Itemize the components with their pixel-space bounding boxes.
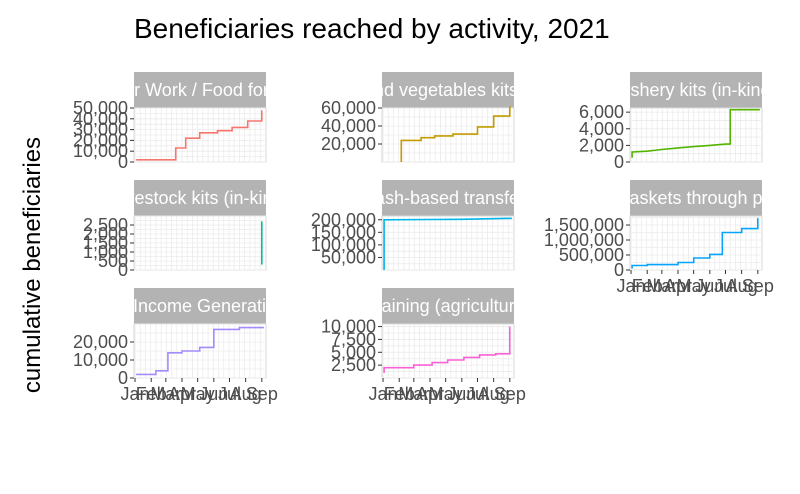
x-tick-label: Jun	[695, 276, 724, 296]
y-tick-label: 500	[98, 251, 128, 271]
x-tick-label: Aug	[726, 276, 758, 296]
facet-strip-label: Livestock kits (in-kind)	[111, 188, 288, 208]
facet-livestock-kits-in-kind: Livestock kits (in-kind) 05001,0001,5002,…	[83, 180, 288, 280]
y-tick-label: 7,500	[331, 329, 376, 349]
y-tick-label: 1,500	[83, 233, 128, 253]
facet-panels: Food for Work / Food for Assets010,00020…	[39, 72, 800, 404]
facet-strip	[382, 288, 514, 324]
y-tick-label: 1,000	[83, 242, 128, 262]
series-line-cash-based-transfers	[383, 217, 512, 270]
x-tick-label: Jul	[714, 276, 737, 296]
series-line-seeds-and-vegetables-kits-in-kind	[400, 106, 511, 162]
facet-strip-label: Training (agriculture)	[365, 296, 530, 316]
x-tick-label: May	[677, 276, 711, 296]
y-tick-label: 5,000	[331, 342, 376, 362]
y-tick-label: 0	[614, 260, 624, 280]
y-tick-label: 1,000,000	[544, 230, 624, 250]
y-tick-label: 100,000	[311, 235, 376, 255]
y-tick-label: 0	[118, 368, 128, 388]
x-tick-label: Jul	[218, 384, 241, 404]
y-tick-label: 150,000	[311, 222, 376, 242]
facet-strip-label: Cash-based transfers	[362, 188, 534, 208]
facet-strip-label: Fishery kits (in-kind)	[615, 80, 776, 100]
y-tick-label: 200,000	[311, 210, 376, 230]
y-tick-label: 50,000	[73, 98, 128, 118]
x-tick-label: Aug	[230, 384, 262, 404]
y-tick-label: 20,000	[73, 130, 128, 150]
facet-support-for-income-generating-activities: Support for Income Generating Activities…	[39, 288, 361, 404]
series-line-food-for-work-food-for-assets	[136, 110, 263, 161]
x-tick-label: Mar	[398, 384, 429, 404]
chart-title: Beneficiaries reached by activity, 2021	[134, 13, 610, 44]
facet-plot-area	[381, 215, 515, 271]
y-tick-label: 2,000	[579, 135, 624, 155]
facet-food-for-work-food-for-assets: Food for Work / Food for Assets 010,00020…	[73, 72, 327, 172]
y-tick-label: 2,500	[83, 215, 128, 235]
y-tick-label: 30,000	[73, 120, 128, 140]
x-tick-label: Jul	[466, 384, 489, 404]
x-tick-label: Jan	[369, 384, 398, 404]
facet-strip-label: Food for Work / Food for Assets	[73, 80, 327, 100]
x-tick-label: Mar	[646, 276, 677, 296]
x-tick-label: Sep	[246, 384, 278, 404]
y-axis-label: cumulative beneficiaries	[19, 137, 46, 393]
y-tick-label: 10,000	[73, 141, 128, 161]
x-tick-label: Jun	[447, 384, 476, 404]
facet-strip	[382, 72, 514, 108]
facet-training-agriculture: Training (agriculture) 2,5005,0007,50010,…	[321, 288, 530, 404]
x-tick-label: May	[429, 384, 463, 404]
x-tick-label: Jan	[617, 276, 646, 296]
y-tick-label: 2,500	[331, 355, 376, 375]
facet-plot-area	[381, 323, 515, 379]
y-tick-label: 1,500,000	[544, 215, 624, 235]
series-line-fishery-kits-in-kind	[631, 108, 760, 158]
x-tick-label: Mar	[150, 384, 181, 404]
y-tick-label: 20,000	[73, 332, 128, 352]
x-tick-label: Feb	[632, 276, 663, 296]
facet-strip	[134, 288, 266, 324]
facet-food-baskets-through-partners: Food baskets through partners 0500,0001,0…	[544, 180, 800, 296]
y-tick-label: 10,000	[321, 317, 376, 337]
x-tick-label: Apr	[416, 384, 444, 404]
facet-plot-area	[629, 215, 763, 271]
facet-strip	[630, 180, 762, 216]
y-tick-label: 2,000	[83, 224, 128, 244]
facet-cash-based-transfers: Cash-based transfers 50,000100,000150,000…	[311, 180, 534, 271]
x-tick-label: Feb	[136, 384, 167, 404]
y-tick-label: 60,000	[321, 98, 376, 118]
y-tick-label: 20,000	[321, 134, 376, 154]
series-line-training-agriculture	[383, 326, 511, 373]
facet-strip	[134, 72, 266, 108]
y-tick-label: 0	[614, 152, 624, 172]
x-tick-label: Aug	[478, 384, 510, 404]
facet-strip	[382, 180, 514, 216]
x-tick-label: Feb	[384, 384, 415, 404]
y-tick-label: 40,000	[321, 116, 376, 136]
x-tick-label: Apr	[664, 276, 692, 296]
facet-strip	[630, 72, 762, 108]
x-tick-label: Apr	[168, 384, 196, 404]
facet-strip-label: Support for Income Generating Activities	[39, 296, 361, 316]
facet-seeds-and-vegetables-kits-in-kind: Seeds and vegetables kits (in-kind) 20,00…	[308, 72, 588, 163]
y-tick-label: 10,000	[73, 350, 128, 370]
x-tick-label: Sep	[494, 384, 526, 404]
series-line-support-for-income-generating-activities	[136, 326, 264, 376]
x-tick-label: Jun	[199, 384, 228, 404]
y-tick-label: 40,000	[73, 109, 128, 129]
facet-strip	[134, 180, 266, 216]
y-tick-label: 500,000	[559, 245, 624, 265]
y-tick-label: 6,000	[579, 102, 624, 122]
y-tick-label: 0	[118, 260, 128, 280]
x-tick-label: Sep	[742, 276, 774, 296]
facet-strip-label: Food baskets through partners	[573, 188, 800, 208]
y-tick-label: 50,000	[321, 247, 376, 267]
y-tick-label: 4,000	[579, 119, 624, 139]
y-tick-label: 0	[118, 152, 128, 172]
series-line-food-baskets-through-partners	[631, 218, 759, 269]
facet-strip-label: Seeds and vegetables kits (in-kind)	[308, 80, 588, 100]
x-tick-label: Jan	[121, 384, 150, 404]
x-tick-label: May	[181, 384, 215, 404]
